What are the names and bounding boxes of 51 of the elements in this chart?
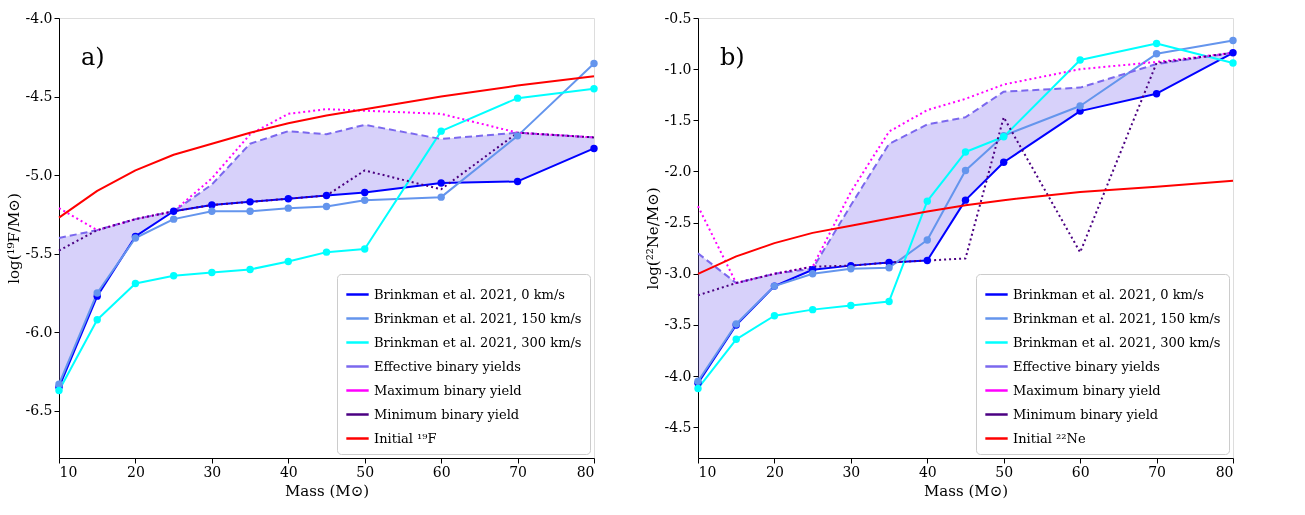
x-tick-label: 60 xyxy=(432,463,451,480)
x-tick-label: 70 xyxy=(509,463,527,480)
legend-label: Maximum binary yield xyxy=(1013,382,1161,398)
legend-label: Brinkman et al. 2021, 0 km/s xyxy=(1013,286,1204,302)
legend-label: Brinkman et al. 2021, 0 km/s xyxy=(374,286,565,302)
y-tick-label: -1.5 xyxy=(664,111,692,128)
x-axis-title: Mass (M⊙) xyxy=(923,481,1009,500)
legend-label: Brinkman et al. 2021, 150 km/s xyxy=(374,310,582,326)
x-axis-title: Mass (M⊙) xyxy=(284,481,370,500)
y-tick-label: -6.0 xyxy=(25,323,53,340)
x-tick-label: 10 xyxy=(698,463,717,480)
y-tick-label: -4.0 xyxy=(25,9,53,26)
x-tick-label: 70 xyxy=(1148,463,1166,480)
annotation: b) xyxy=(720,43,745,71)
legend-label: Initial ¹⁹F xyxy=(374,430,437,446)
x-tick-label: 30 xyxy=(842,463,861,480)
legend-label: Minimum binary yield xyxy=(374,406,520,422)
annotation: a) xyxy=(81,43,105,71)
x-tick-label: 20 xyxy=(127,463,145,480)
y-tick-label: -5.0 xyxy=(25,166,53,183)
legend-label: Maximum binary yield xyxy=(374,382,522,398)
y-tick-label: -4.5 xyxy=(664,418,692,435)
x-tick-label: 50 xyxy=(356,463,375,480)
x-tick-label: 60 xyxy=(1071,463,1090,480)
legend-label: Initial ²²Ne xyxy=(1013,430,1086,446)
y-tick-label: -2.5 xyxy=(664,214,692,231)
y-tick-label: -0.5 xyxy=(664,9,692,26)
x-tick-label: 40 xyxy=(918,463,937,480)
legend-label: Brinkman et al. 2021, 150 km/s xyxy=(1013,310,1221,326)
x-tick-label: 20 xyxy=(766,463,784,480)
legend-label: Brinkman et al. 2021, 300 km/s xyxy=(374,334,582,350)
y-tick-label: -4.5 xyxy=(25,88,53,105)
x-tick-label: 40 xyxy=(279,463,298,480)
x-tick-label: 80 xyxy=(576,463,595,480)
legend-label: Minimum binary yield xyxy=(1013,406,1159,422)
y-tick-label: -4.0 xyxy=(664,367,692,384)
y-axis-title: log(²²Ne/M⊙) xyxy=(643,187,662,290)
legend-label: Effective binary yields xyxy=(1013,358,1160,374)
y-tick-label: -2.0 xyxy=(664,162,692,179)
x-tick-label: 30 xyxy=(203,463,222,480)
y-axis-title: log(¹⁹F/M⊙) xyxy=(4,193,23,284)
x-tick-label: 10 xyxy=(59,463,78,480)
y-tick-label: -1.0 xyxy=(664,60,692,77)
legend-label: Brinkman et al. 2021, 300 km/s xyxy=(1013,334,1221,350)
y-tick-label: -3.5 xyxy=(664,316,692,333)
legend-label: Effective binary yields xyxy=(374,358,521,374)
y-tick-label: -5.5 xyxy=(25,245,53,262)
x-tick-label: 50 xyxy=(995,463,1014,480)
x-tick-label: 80 xyxy=(1215,463,1234,480)
y-tick-label: -6.5 xyxy=(25,402,53,419)
y-tick-label: -3.0 xyxy=(664,265,692,282)
